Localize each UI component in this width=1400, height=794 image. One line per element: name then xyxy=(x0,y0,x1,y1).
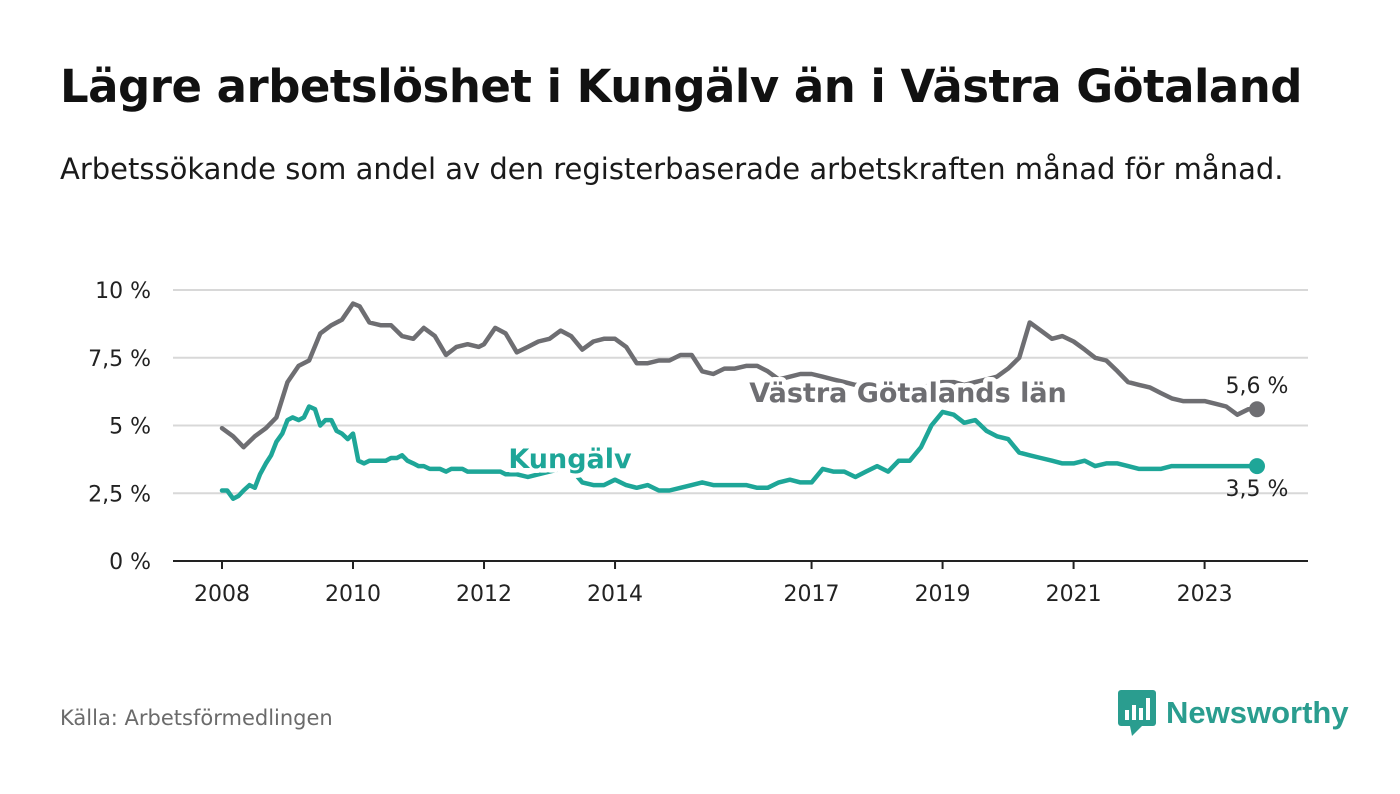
x-tick-label: 2017 xyxy=(784,582,840,607)
y-tick-label: 10 % xyxy=(95,279,151,304)
newsworthy-logo: Newsworthy xyxy=(1118,690,1349,736)
series-label-kungalv: Kungälv xyxy=(508,444,632,475)
series-label-vastra-gotaland: Västra Götalands län xyxy=(749,378,1067,409)
newsworthy-chart-icon xyxy=(1118,690,1156,736)
series-end-label: 3,5 % xyxy=(1226,477,1289,502)
series-end-point xyxy=(1249,401,1265,418)
x-tick-label: 2019 xyxy=(915,582,971,607)
series-end-label: 5,6 % xyxy=(1226,374,1289,399)
x-tick-label: 2008 xyxy=(194,582,250,607)
y-tick-label: 5 % xyxy=(109,415,151,440)
y-tick-label: 7,5 % xyxy=(88,347,151,372)
chart-subtitle: Arbetssökande som andel av den registerb… xyxy=(60,152,1284,186)
y-tick-label: 2,5 % xyxy=(88,482,151,507)
x-tick-label: 2012 xyxy=(456,582,512,607)
x-tick-label: 2014 xyxy=(587,582,643,607)
x-tick-label: 2023 xyxy=(1177,582,1233,607)
series-line-kungalv xyxy=(219,404,1260,501)
series-end-point xyxy=(1249,458,1265,475)
series-line-vastra-gotaland xyxy=(219,301,1260,450)
brand-name: Newsworthy xyxy=(1166,695,1349,730)
chart-title: Lägre arbetslöshet i Kungälv än i Västra… xyxy=(60,60,1303,113)
source-note: Källa: Arbetsförmedlingen xyxy=(60,706,333,730)
x-tick-label: 2010 xyxy=(325,582,381,607)
y-tick-label: 0 % xyxy=(109,550,151,575)
x-tick-label: 2021 xyxy=(1046,582,1102,607)
